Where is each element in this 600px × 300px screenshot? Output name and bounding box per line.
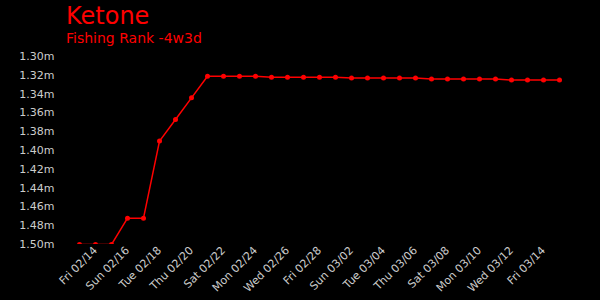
svg-text:Tue 02/18: Tue 02/18 bbox=[116, 243, 165, 292]
svg-text:Wed 03/12: Wed 03/12 bbox=[465, 244, 516, 295]
svg-text:1.36m: 1.36m bbox=[19, 106, 54, 119]
svg-text:Mon 02/24: Mon 02/24 bbox=[209, 243, 261, 295]
svg-text:Tue 03/04: Tue 03/04 bbox=[340, 243, 389, 292]
svg-text:Sat 03/08: Sat 03/08 bbox=[405, 243, 453, 291]
svg-text:1.32m: 1.32m bbox=[19, 69, 54, 82]
svg-text:1.42m: 1.42m bbox=[19, 163, 54, 176]
svg-text:Fri 02/14: Fri 02/14 bbox=[56, 243, 101, 288]
svg-text:Thu 03/06: Thu 03/06 bbox=[371, 243, 421, 293]
svg-text:1.50m: 1.50m bbox=[19, 238, 54, 251]
svg-text:1.40m: 1.40m bbox=[19, 144, 54, 157]
svg-text:Wed 02/26: Wed 02/26 bbox=[241, 244, 292, 295]
svg-text:Sun 02/16: Sun 02/16 bbox=[83, 243, 133, 293]
svg-text:1.30m: 1.30m bbox=[19, 50, 54, 63]
svg-text:Sat 02/22: Sat 02/22 bbox=[181, 243, 229, 291]
svg-text:Fri 03/14: Fri 03/14 bbox=[505, 244, 548, 287]
svg-text:Sun 03/02: Sun 03/02 bbox=[307, 243, 357, 293]
svg-text:1.34m: 1.34m bbox=[19, 88, 54, 101]
svg-text:1.48m: 1.48m bbox=[19, 219, 54, 232]
html-text:Fishing Rank -4w3d: Fishing Rank -4w3d bbox=[66, 30, 202, 46]
svg-text:Thu 02/20: Thu 02/20 bbox=[147, 243, 197, 293]
svg-text:Fri 02/28: Fri 02/28 bbox=[280, 243, 325, 288]
html-text:Ketone: Ketone bbox=[66, 2, 150, 30]
svg-text:1.46m: 1.46m bbox=[19, 200, 54, 213]
svg-text:Mon 03/10: Mon 03/10 bbox=[433, 243, 485, 295]
svg-text:1.44m: 1.44m bbox=[19, 182, 54, 195]
svg-text:1.38m: 1.38m bbox=[19, 125, 54, 138]
